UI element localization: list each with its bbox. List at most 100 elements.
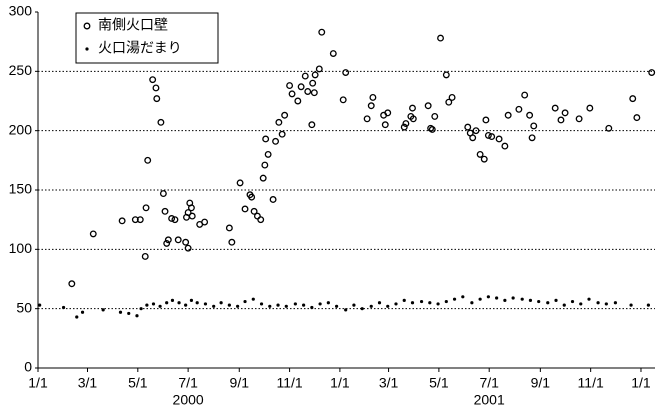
point [629,303,633,307]
point [409,104,416,112]
point [442,71,450,79]
point [342,69,350,76]
point [484,131,492,139]
point [61,305,66,310]
point [170,298,175,302]
point [257,216,265,224]
point [203,302,208,306]
point [604,302,608,306]
point [136,216,144,224]
x-tick-label: 3/1 [379,375,399,391]
point [189,298,194,302]
point [528,134,536,142]
point [284,304,288,308]
point [80,310,85,314]
point [174,236,182,244]
point [243,299,247,304]
y-tick-label: 200 [9,121,33,137]
point [419,299,424,304]
point [141,253,149,260]
point [648,69,656,76]
point [428,301,432,305]
point [144,156,152,164]
point [444,299,448,304]
y-tick-label: 0 [24,359,32,375]
point [269,196,277,203]
point [400,123,408,131]
x-tick-label: 1/1 [631,375,651,391]
point [551,104,559,112]
point [236,179,244,187]
point [294,97,302,105]
point [158,304,162,308]
point [251,297,255,301]
point [127,311,131,316]
point [554,298,558,302]
point [145,303,149,307]
point [503,298,507,302]
point [135,314,139,318]
point [377,301,382,305]
point [461,295,465,299]
point [410,301,415,305]
point [227,303,231,307]
point [241,205,249,213]
point [402,298,406,302]
point [480,155,488,163]
point [118,310,123,314]
point [184,244,192,252]
point [259,302,264,306]
x-tick-label: 11/1 [276,375,302,391]
legend-label: 南側火口壁 [98,17,168,33]
legend-marker [83,22,91,30]
point [486,295,490,299]
point [308,121,316,129]
point [262,135,270,143]
point [470,301,474,305]
point [633,114,641,122]
point [275,118,283,126]
point [278,130,286,138]
point [171,216,179,224]
point [142,204,150,212]
y-tick-label: 100 [9,240,33,256]
point [201,218,209,226]
point [570,299,575,304]
point [530,122,538,130]
year-label: 2001 [474,392,505,408]
point [629,95,637,103]
point [309,79,317,87]
point [228,238,236,246]
point [515,105,523,113]
point [281,111,289,119]
point [478,297,482,301]
point [384,109,392,117]
point [212,304,216,308]
point [437,34,444,42]
x-tick-label: 9/1 [230,375,250,391]
point [318,28,326,36]
point [352,303,356,307]
x-tick-label: 1/1 [28,375,48,391]
point [188,212,196,220]
point [402,120,410,127]
point [195,301,199,305]
point [436,302,440,306]
point [575,115,583,123]
point [276,303,280,307]
point [557,116,565,124]
point [184,209,192,216]
point [164,236,172,244]
point [149,76,157,84]
point [288,90,296,98]
y-tick-label: 50 [16,299,32,315]
point [501,142,509,150]
point [579,302,583,306]
point [311,71,319,79]
x-tick-label: 3/1 [78,375,98,391]
point [469,134,477,142]
x-tick-label: 5/1 [128,375,148,391]
point [225,224,233,232]
point [187,204,195,212]
